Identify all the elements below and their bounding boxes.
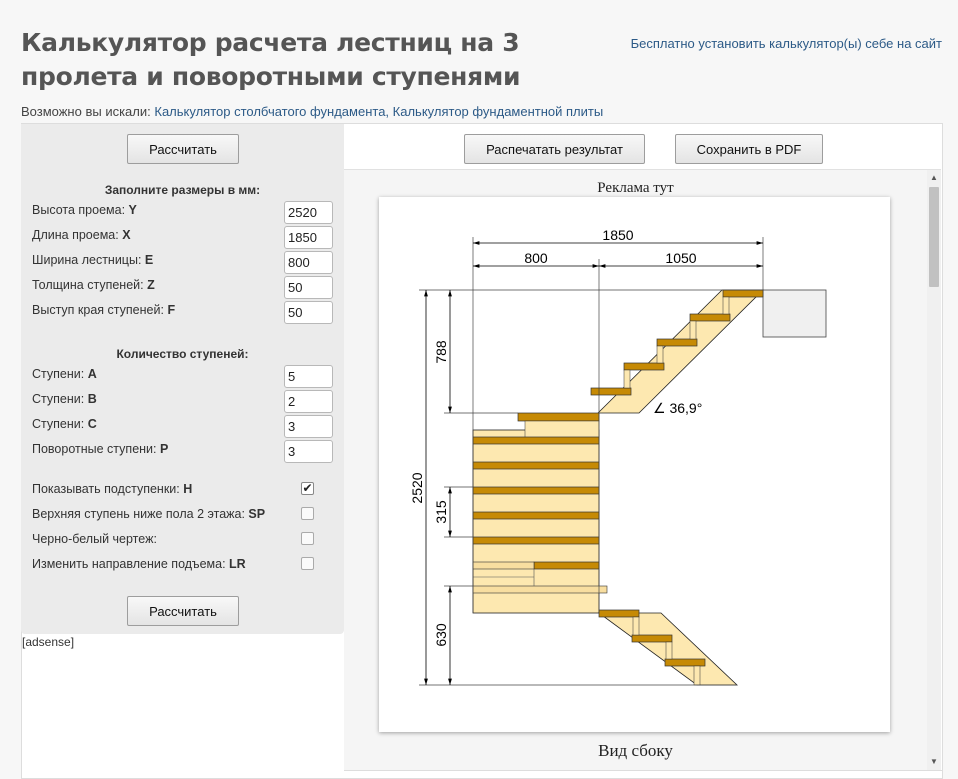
- dim-lower-height: 630: [433, 623, 449, 647]
- dim-upper-height: 788: [433, 340, 449, 364]
- dim-right: 1050: [665, 250, 696, 266]
- input-turn-steps-p[interactable]: [284, 440, 333, 463]
- scroll-thumb[interactable]: [929, 187, 939, 287]
- stair-drawing: 1850 800 1050 788 2520 315 630 ∠ 36,9°: [379, 197, 890, 732]
- label-black-white: Черно-белый чертеж:: [32, 532, 157, 546]
- input-steps-c[interactable]: [284, 415, 333, 438]
- dim-left: 800: [524, 250, 548, 266]
- label-thickness-z: Толщина ступеней: Z: [32, 278, 155, 292]
- link-column-foundation[interactable]: Калькулятор столбчатого фундамента,: [154, 104, 390, 119]
- ad-placeholder: Реклама тут: [597, 180, 674, 196]
- page-title: Калькулятор расчета лестниц на 3 пролета…: [21, 28, 521, 91]
- drawing-area: Реклама тут: [344, 169, 941, 771]
- middle-flight-body: [472, 429, 600, 614]
- label-show-risers-h: Показывать подступенки: H: [32, 482, 193, 496]
- stair-side-view-svg: 1850 800 1050 788 2520 315 630 ∠ 36,9°: [409, 227, 827, 686]
- upper-risers: [623, 296, 730, 389]
- label-height-y: Высота проема: Y: [32, 203, 137, 217]
- drawing-caption: Вид сбоку: [598, 741, 673, 760]
- input-length-x[interactable]: [284, 226, 333, 249]
- label-steps-b: Ступени: B: [32, 392, 97, 406]
- maybe-prefix: Возможно вы искали:: [21, 104, 151, 119]
- print-result-button[interactable]: Распечатать результат: [464, 134, 645, 164]
- sizes-section-title: Заполните размеры в мм:: [104, 183, 261, 197]
- label-steps-a: Ступени: A: [32, 367, 97, 381]
- checkbox-top-step-lower-sp[interactable]: [301, 507, 314, 520]
- label-length-x: Длина проема: X: [32, 228, 131, 242]
- scroll-up-icon[interactable]: ▲: [930, 173, 938, 182]
- divider: [344, 770, 942, 771]
- input-width-e[interactable]: [284, 251, 333, 274]
- input-form: Рассчитать Заполните размеры в мм: Высот…: [21, 124, 344, 634]
- calculate-button-top[interactable]: Рассчитать: [127, 134, 239, 164]
- input-steps-b[interactable]: [284, 390, 333, 413]
- steps-section-title: Количество ступеней:: [116, 347, 249, 361]
- scroll-down-icon[interactable]: ▼: [930, 757, 938, 766]
- dim-step-height: 315: [433, 500, 449, 524]
- checkbox-direction-lr[interactable]: [301, 557, 314, 570]
- calculate-button-bottom[interactable]: Рассчитать: [127, 596, 239, 626]
- result-toolbar: Распечатать результат Сохранить в PDF: [344, 124, 942, 169]
- dimension-lines: [424, 241, 763, 685]
- label-direction-lr: Изменить направление подъема: LR: [32, 557, 246, 571]
- maybe-searched: Возможно вы искали: Калькулятор столбчат…: [21, 104, 603, 119]
- label-overhang-f: Выступ края ступеней: F: [32, 303, 176, 317]
- install-calculator-link[interactable]: Бесплатно установить калькулятор(ы) себе…: [630, 36, 942, 51]
- label-steps-c: Ступени: C: [32, 417, 97, 431]
- drawing-scrollbar[interactable]: ▲ ▼: [927, 170, 941, 770]
- label-top-step-lower-sp: Верхняя ступень ниже пола 2 этажа: SP: [32, 507, 266, 521]
- lower-risers: [632, 616, 701, 686]
- input-thickness-z[interactable]: [284, 276, 333, 299]
- upper-floor-block: [762, 289, 827, 338]
- stair-angle: ∠ 36,9°: [653, 400, 702, 416]
- input-overhang-f[interactable]: [284, 301, 333, 324]
- input-steps-a[interactable]: [284, 365, 333, 388]
- label-width-e: Ширина лестницы: E: [32, 253, 154, 267]
- dim-total-height: 2520: [409, 472, 425, 503]
- label-turn-steps-p: Поворотные ступени: P: [32, 442, 169, 456]
- landing-step: [517, 412, 600, 422]
- input-height-y[interactable]: [284, 201, 333, 224]
- lower-steps: [598, 609, 706, 667]
- save-pdf-button[interactable]: Сохранить в PDF: [675, 134, 823, 164]
- checkbox-show-risers-h[interactable]: ✔: [301, 481, 314, 495]
- landing-riser: [524, 420, 600, 439]
- checkbox-black-white[interactable]: [301, 532, 314, 545]
- link-slab-foundation[interactable]: Калькулятор фундаментной плиты: [392, 104, 604, 119]
- dim-total-length: 1850: [602, 227, 633, 243]
- adsense-placeholder: [adsense]: [22, 635, 75, 649]
